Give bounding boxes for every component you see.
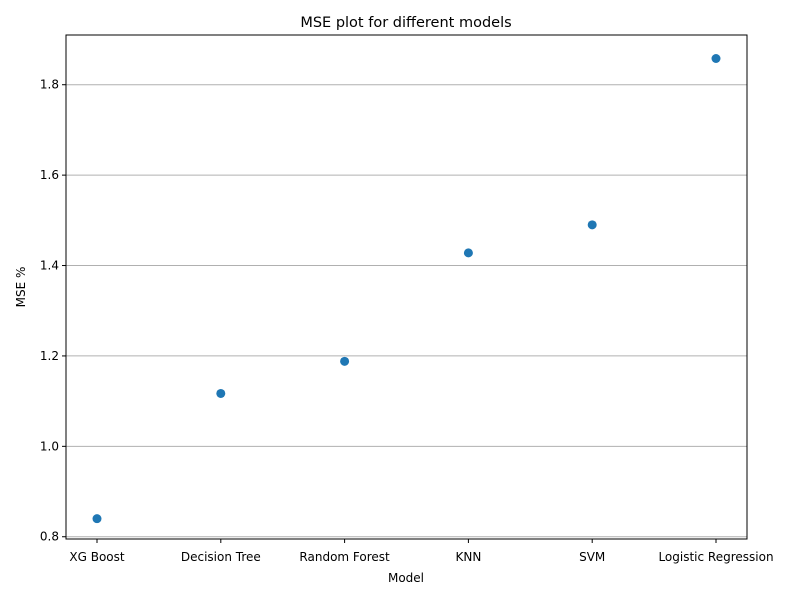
x-tick-label-3: KNN: [455, 550, 481, 564]
y-tick-label-3: 1.4: [40, 259, 59, 273]
y-tick-label-1: 1.0: [40, 439, 59, 453]
data-point-4: [587, 220, 597, 230]
y-tick-label-2: 1.2: [40, 349, 59, 363]
y-axis-label: MSE %: [14, 267, 28, 308]
y-axis-ticks: 0.8 1.0 1.2 1.4 1.6 1.8: [40, 78, 66, 544]
plot-area-frame: [65, 34, 748, 540]
y-tick-label-0: 0.8: [40, 530, 59, 544]
x-tick-label-2: Random Forest: [299, 550, 390, 564]
data-points: [92, 54, 721, 524]
x-tick-label-5: Logistic Regression: [658, 550, 773, 564]
data-point-5: [711, 54, 721, 64]
x-axis-ticks: XG Boost Decision Tree Random Forest KNN SVM…: [69, 539, 774, 564]
data-point-0: [92, 514, 102, 524]
data-point-2: [340, 356, 350, 366]
x-tick-label-0: XG Boost: [69, 550, 125, 564]
data-point-3: [463, 248, 473, 258]
y-tick-label-5: 1.8: [40, 78, 59, 92]
y-tick-label-4: 1.6: [40, 168, 59, 182]
chart-title: MSE plot for different models: [300, 15, 511, 31]
x-tick-label-4: SVM: [579, 550, 605, 564]
grid-lines: [66, 84, 747, 538]
x-axis-label: Model: [388, 571, 424, 585]
x-tick-label-1: Decision Tree: [181, 550, 261, 564]
data-point-1: [216, 388, 226, 398]
